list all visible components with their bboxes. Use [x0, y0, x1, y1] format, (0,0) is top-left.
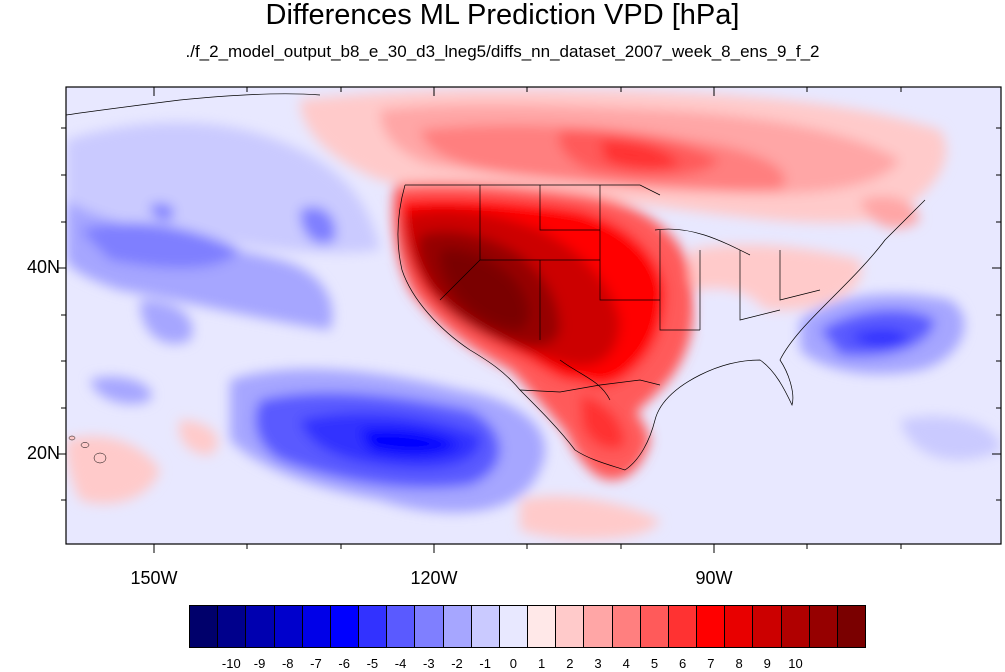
colorbar-label: -6 — [338, 656, 350, 671]
colorbar-label: -1 — [479, 656, 491, 671]
colorbar-label: -7 — [310, 656, 322, 671]
colorbar-label: 9 — [763, 656, 771, 671]
colorbar-swatch — [668, 606, 698, 647]
colorbar-label: 1 — [537, 656, 546, 671]
colorbar-swatch — [528, 606, 557, 647]
lat-tick-label: 20N — [26, 443, 60, 463]
coastlines — [66, 93, 926, 471]
colorbar-swatch — [443, 606, 472, 647]
colorbar-swatch — [190, 606, 219, 647]
colorbar-swatch — [781, 606, 810, 647]
colorbar-swatch — [837, 606, 866, 647]
colorbar-label: 6 — [679, 656, 687, 671]
colorbar-swatch — [584, 606, 613, 647]
colorbar-label: -4 — [394, 656, 407, 671]
colorbar-label: 4 — [622, 656, 630, 671]
colorbar-label: -8 — [281, 656, 294, 671]
colorbar-swatch — [471, 606, 500, 647]
colorbar-swatch — [612, 606, 641, 647]
colorbar-label: 10 — [788, 656, 803, 671]
colorbar-label: 0 — [509, 656, 517, 671]
colorbar-label: -2 — [451, 656, 463, 671]
map-field — [66, 87, 1001, 544]
colorbar-swatch — [246, 606, 275, 647]
colorbar-label: -5 — [366, 656, 379, 671]
lon-tick-label: 120W — [410, 568, 458, 588]
colorbar-label: 8 — [735, 656, 743, 671]
colorbar-swatch — [697, 606, 726, 647]
colorbar-swatch — [359, 606, 388, 647]
colorbar-label: 3 — [594, 656, 602, 671]
colorbar-swatch — [725, 606, 754, 647]
colorbar-label: -9 — [253, 656, 266, 671]
colorbar-label: 5 — [650, 656, 659, 671]
axis-ticks — [57, 87, 1001, 553]
colorbar-label: 7 — [707, 656, 715, 671]
colorbar-swatch — [499, 606, 529, 647]
lon-tick-label: 150W — [130, 568, 178, 588]
map-subtitle: ./f_2_model_output_b8_e_30_d3_lneg5/diff… — [185, 42, 820, 61]
colorbar-swatch — [809, 606, 838, 647]
hawaii-islands — [68, 435, 107, 464]
colorbar-swatch — [274, 606, 303, 647]
colorbar-swatch — [415, 606, 444, 647]
colorbar-swatch — [640, 606, 669, 647]
colorbar-swatch — [387, 606, 416, 647]
colorbar-swatch — [330, 606, 360, 647]
colorbar-label: 2 — [566, 656, 574, 671]
lat-tick-label: 40N — [26, 257, 60, 277]
colorbar — [189, 605, 866, 648]
colorbar-swatch — [218, 606, 247, 647]
lon-tick-label: 90W — [695, 568, 733, 588]
colorbar-labels: -10 -9 -8 -7 -6 -5 -4 -3 -2 -1 0 1 2 3 4 5 6 7 8 9 10 — [189, 656, 866, 672]
colorbar-label: -10 — [221, 656, 241, 671]
colorbar-swatch — [556, 606, 585, 647]
colorbar-swatch — [753, 606, 782, 647]
colorbar-label: -3 — [422, 656, 435, 671]
map-title: Differences ML Prediction VPD [hPa] — [265, 0, 740, 31]
colorbar-swatch — [302, 606, 331, 647]
